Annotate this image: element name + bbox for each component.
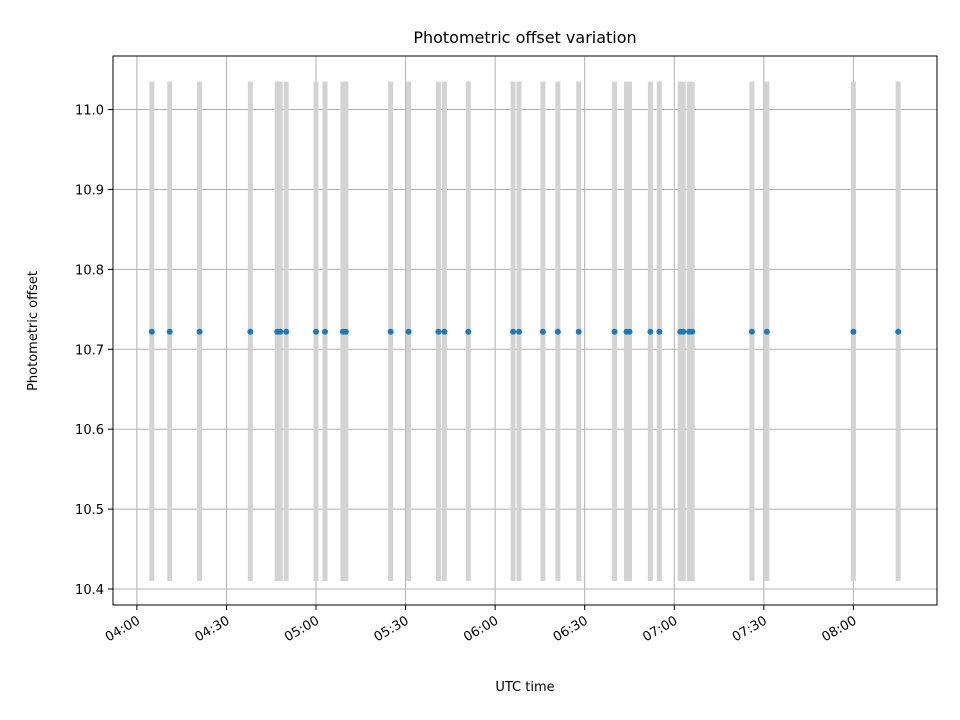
data-point [539,328,546,335]
data-points [148,328,902,335]
y-tick-label: 10.9 [75,183,104,198]
data-point [554,328,561,335]
plot-frame [112,55,938,606]
data-point [247,328,254,335]
y-axis-label: Photometric offset [26,271,41,391]
data-point [277,328,284,335]
data-point [575,328,582,335]
data-point [510,328,517,335]
data-point [283,328,290,335]
data-point [441,328,448,335]
data-point [680,328,687,335]
y-axis-ticks: 10.4 10.5 10.6 10.7 10.8 10.9 11.0 [75,104,113,598]
data-point [656,328,663,335]
data-point [689,328,696,335]
data-point [342,328,349,335]
x-axis-label: UTC time [495,680,554,695]
data-point [435,328,442,335]
data-point [763,328,770,335]
chart-title: Photometric offset variation [413,28,636,47]
y-tick-label: 10.7 [75,343,104,358]
data-point [148,328,155,335]
data-point [465,328,472,335]
data-point [313,328,320,335]
y-tick-label: 10.6 [75,423,104,438]
data-point [647,328,654,335]
y-tick-label: 11.0 [75,104,104,119]
data-point [166,328,173,335]
data-point [196,328,203,335]
data-point [626,328,633,335]
data-point [895,328,902,335]
y-tick-label: 10.4 [75,583,104,598]
data-point [850,328,857,335]
data-point [405,328,412,335]
data-point [321,328,328,335]
y-tick-label: 10.8 [75,263,104,278]
y-tick-label: 10.5 [75,503,104,518]
data-point [748,328,755,335]
data-point [387,328,394,335]
data-point [516,328,523,335]
data-point [611,328,618,335]
